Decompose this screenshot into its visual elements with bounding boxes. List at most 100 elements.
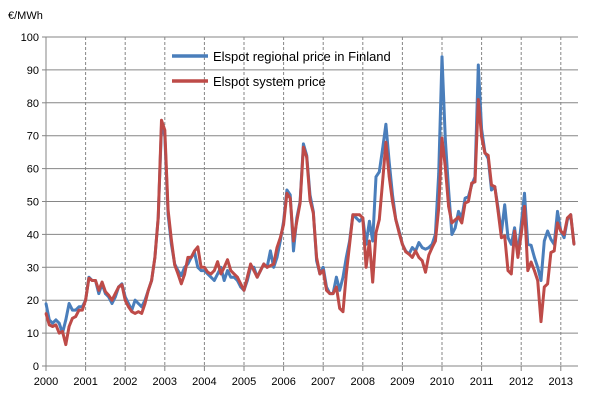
data-point	[427, 253, 431, 257]
data-point	[64, 318, 68, 322]
data-point	[510, 243, 513, 246]
data-point	[81, 308, 84, 312]
data-point	[354, 213, 358, 216]
data-point	[186, 256, 190, 259]
data-point	[477, 63, 480, 67]
data-point	[493, 185, 497, 188]
x-tick-label: 2009	[390, 376, 414, 388]
data-point	[559, 229, 563, 233]
data-point	[404, 250, 408, 254]
data-point	[335, 275, 338, 279]
data-point	[120, 283, 124, 287]
data-point	[371, 239, 375, 243]
data-point	[480, 135, 483, 138]
data-point	[411, 256, 414, 259]
data-point	[572, 243, 576, 246]
data-point	[420, 246, 424, 249]
data-point	[176, 272, 180, 276]
data-point	[262, 262, 266, 266]
data-point	[54, 318, 58, 322]
data-point	[229, 269, 233, 272]
data-point	[196, 266, 200, 269]
data-point	[490, 183, 493, 187]
data-point	[453, 226, 457, 230]
data-point	[199, 266, 203, 269]
data-point	[140, 312, 143, 315]
data-point	[100, 280, 104, 284]
data-point	[239, 282, 242, 286]
data-point	[236, 275, 239, 279]
data-point	[219, 272, 223, 276]
data-point	[242, 289, 246, 292]
data-point	[133, 298, 137, 302]
data-point	[170, 238, 173, 242]
data-point	[371, 280, 375, 284]
data-point	[61, 330, 64, 333]
data-point	[71, 308, 74, 312]
y-axis-unit-label: €/MWh	[8, 10, 43, 22]
axes	[42, 36, 578, 371]
data-point	[437, 206, 441, 210]
data-point	[552, 249, 556, 253]
data-point	[341, 275, 345, 279]
data-point	[463, 196, 467, 200]
data-point	[483, 151, 487, 155]
data-point	[44, 302, 48, 305]
data-point	[249, 262, 252, 266]
data-point	[529, 244, 533, 247]
data-point	[351, 213, 355, 216]
data-point	[153, 256, 157, 259]
data-point	[444, 165, 447, 169]
y-tick-label: 0	[33, 361, 39, 373]
x-tick-label: 2001	[73, 376, 97, 388]
data-point	[226, 258, 229, 262]
data-point	[457, 210, 460, 213]
data-point	[130, 310, 134, 314]
data-point	[331, 292, 335, 295]
data-point	[513, 226, 516, 230]
data-point	[361, 216, 365, 220]
data-point	[500, 236, 503, 239]
data-point	[127, 305, 130, 309]
data-point	[51, 321, 54, 325]
data-point	[354, 216, 358, 220]
data-point	[318, 272, 322, 276]
data-point	[546, 282, 549, 286]
y-tick-label: 60	[27, 164, 39, 176]
data-point	[427, 246, 431, 249]
data-point	[338, 307, 342, 310]
x-tick-label: 2008	[351, 376, 375, 388]
data-point	[84, 298, 87, 302]
data-point	[510, 272, 513, 276]
data-point	[513, 229, 516, 233]
x-tick-labels: 2000 2001 2002 2003 2004 2005 2006 2007 2008 2009…	[34, 376, 573, 388]
data-point	[470, 181, 474, 185]
legend-label-system: Elspot system price	[213, 74, 326, 89]
data-point	[189, 256, 193, 259]
data-point	[543, 239, 546, 243]
data-point	[321, 266, 325, 269]
data-point	[222, 266, 226, 269]
data-point	[503, 203, 507, 207]
data-point	[321, 269, 325, 272]
data-point	[272, 262, 276, 266]
data-point	[364, 266, 368, 269]
data-point	[74, 308, 77, 312]
data-point	[295, 219, 299, 223]
data-point	[143, 302, 147, 305]
data-point	[315, 256, 318, 259]
data-point	[549, 251, 553, 254]
data-point	[328, 292, 332, 295]
data-point	[460, 221, 464, 225]
data-point	[292, 249, 295, 253]
legend-item-system: Elspot system price	[172, 74, 326, 89]
data-point	[275, 246, 279, 249]
data-point	[447, 205, 450, 208]
data-point	[269, 264, 272, 268]
data-point	[302, 142, 305, 146]
data-point	[180, 282, 183, 286]
data-point	[549, 238, 553, 241]
data-point	[384, 141, 388, 144]
y-tick-label: 40	[27, 229, 39, 241]
data-point	[206, 270, 209, 274]
